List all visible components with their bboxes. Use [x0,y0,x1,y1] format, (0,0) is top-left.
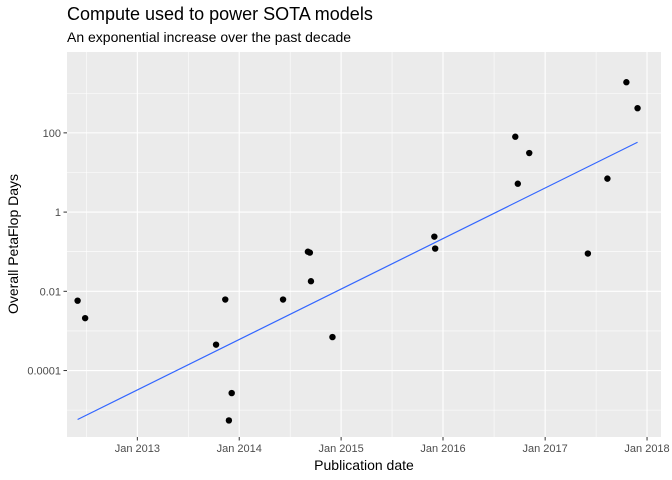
data-point [526,149,533,157]
x-tick-label: Jan 2015 [318,443,363,455]
data-point [81,314,89,322]
minor-gridlines [67,52,661,437]
data-point [307,278,315,285]
x-tick-label: Jan 2014 [217,443,262,455]
data-point [228,389,235,397]
plot-panel [67,52,661,437]
data-point [512,133,519,140]
data-point [306,249,314,256]
data-point [634,104,641,112]
data-point [279,296,287,303]
data-point [584,250,592,257]
major-gridlines [67,52,661,437]
data-point [431,245,439,252]
y-tick-label: 100 [43,128,61,140]
data-point [74,297,81,304]
x-tick-label: Jan 2017 [523,443,568,455]
data-point [329,333,336,341]
y-axis-title: Overall PetaFlop Days [5,174,21,314]
x-tick-label: Jan 2018 [624,443,669,455]
data-point [222,296,229,303]
trend-line [77,141,638,421]
data-point [225,417,233,424]
x-tick-label: Jan 2016 [420,443,465,455]
x-axis-title: Publication date [314,457,414,473]
chart-title: Compute used to power SOTA models [67,4,373,24]
y-tick-label: 0.01 [40,286,61,298]
data-point [514,180,522,187]
y-axis-ticks: 0.0001 0.01 1 100 [27,128,67,378]
data-point [212,341,220,348]
x-tick-label: Jan 2013 [115,443,160,455]
y-tick-label: 0.0001 [27,366,61,378]
data-point [623,79,630,86]
data-point [431,233,438,240]
data-point [604,175,611,182]
chart-subtitle: An exponential increase over the past de… [67,29,352,45]
x-axis-ticks: Jan 2013 Jan 2014 Jan 2015 Jan 2016 Jan 2017… [115,437,670,455]
data-points [74,79,641,424]
y-tick-label: 1 [55,207,61,219]
